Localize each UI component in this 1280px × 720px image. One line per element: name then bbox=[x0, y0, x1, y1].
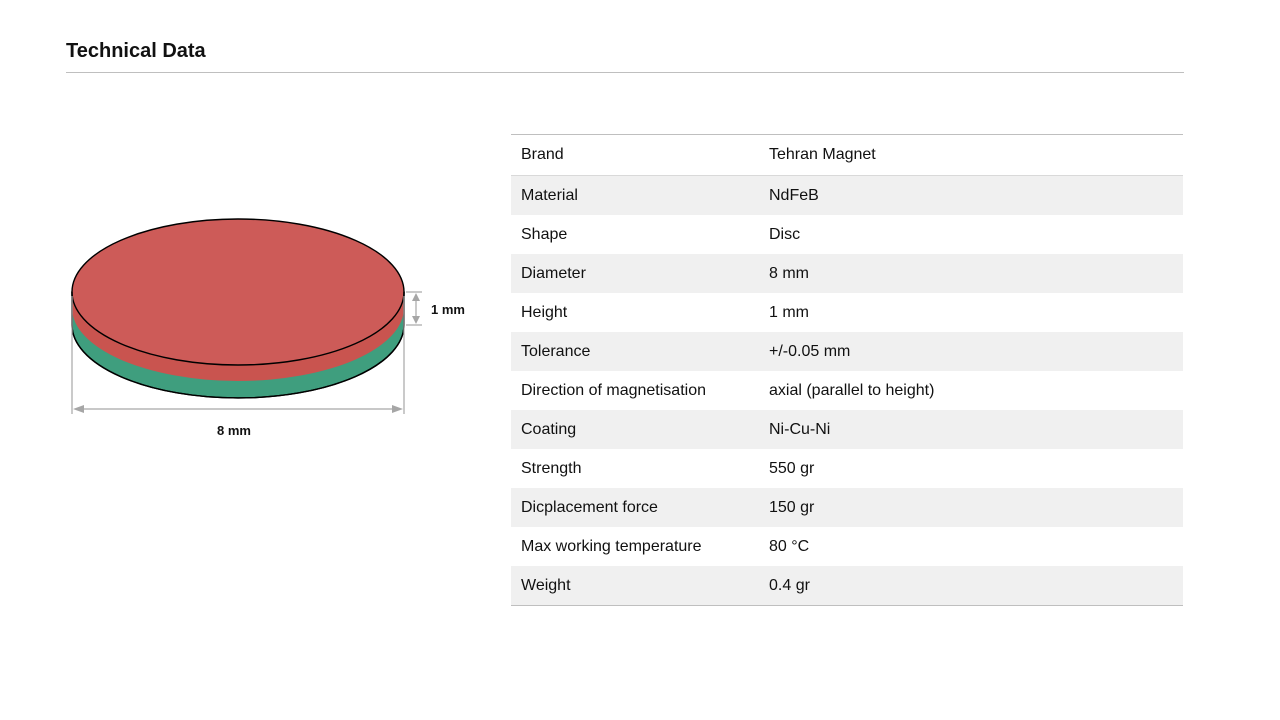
spec-label: Diameter bbox=[511, 254, 759, 293]
diameter-dimension-label: 8 mm bbox=[217, 423, 251, 438]
title-divider bbox=[66, 72, 1184, 73]
spec-label: Max working temperature bbox=[521, 537, 702, 555]
table-row: Height 1 mm bbox=[511, 293, 1183, 332]
table-row: Tolerance +/-0.05 mm bbox=[511, 332, 1183, 371]
spec-label: Material bbox=[511, 175, 759, 215]
height-dimension-line bbox=[406, 291, 422, 326]
height-dimension-label: 1 mm bbox=[431, 302, 465, 317]
spec-value: 80 °C bbox=[769, 537, 810, 555]
table-row: Material NdFeB bbox=[511, 175, 1183, 215]
spec-label: Shape bbox=[521, 225, 568, 243]
spec-value: 0.4 gr bbox=[759, 566, 1183, 606]
diameter-dimension-line bbox=[71, 296, 405, 414]
spec-value: Ni-Cu-Ni bbox=[759, 410, 1183, 449]
spec-label: Dicplacement force bbox=[511, 488, 759, 527]
magnet-top-face bbox=[71, 218, 405, 366]
table-row: Dicplacement force 150 gr bbox=[511, 488, 1183, 527]
table-row: Direction of magnetisation axial (parall… bbox=[511, 371, 1183, 410]
table-row: Diameter 8 mm bbox=[511, 254, 1183, 293]
spec-value: 1 mm bbox=[769, 303, 809, 321]
disc-magnet-drawing bbox=[71, 218, 422, 414]
spec-value: 150 gr bbox=[759, 488, 1183, 527]
spec-value: +/-0.05 mm bbox=[759, 332, 1183, 371]
table-row: Max working temperature 80 °C bbox=[511, 527, 1183, 566]
spec-value: Disc bbox=[769, 225, 801, 243]
spec-label: Height bbox=[521, 303, 568, 321]
magnet-illustration: 1 mm 8 mm bbox=[60, 200, 490, 460]
table-row: Brand Tehran Magnet bbox=[511, 134, 1183, 176]
spec-label: Tolerance bbox=[511, 332, 759, 371]
table-row: Coating Ni-Cu-Ni bbox=[511, 410, 1183, 449]
spec-label: Coating bbox=[511, 410, 759, 449]
spec-value: Tehran Magnet bbox=[759, 134, 1183, 176]
table-row: Shape Disc bbox=[511, 215, 1183, 254]
spec-value: 8 mm bbox=[759, 254, 1183, 293]
spec-label: Strength bbox=[521, 459, 582, 477]
technical-data-table: Brand Tehran Magnet Material NdFeB Shape… bbox=[511, 134, 1183, 606]
page-title: Technical Data bbox=[66, 40, 206, 62]
spec-value: 550 gr bbox=[769, 459, 815, 477]
table-row: Strength 550 gr bbox=[511, 449, 1183, 488]
spec-value: axial (parallel to height) bbox=[769, 381, 935, 399]
spec-label: Weight bbox=[511, 566, 759, 606]
spec-label: Brand bbox=[511, 134, 759, 176]
spec-value: NdFeB bbox=[759, 175, 1183, 215]
spec-label: Direction of magnetisation bbox=[521, 381, 706, 399]
table-row: Weight 0.4 gr bbox=[511, 566, 1183, 606]
